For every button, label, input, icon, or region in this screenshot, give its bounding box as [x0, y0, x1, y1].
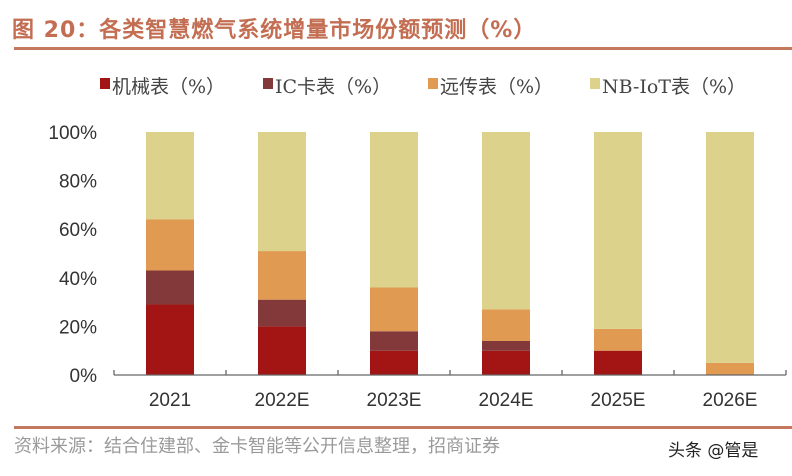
x-tick-label: 2024E: [479, 390, 534, 411]
bar-segment: [482, 132, 530, 310]
bar-segment: [706, 132, 754, 363]
bar-segment: [146, 219, 194, 271]
y-tick-label: 60%: [59, 220, 97, 241]
bar-segment: [482, 309, 530, 341]
bar-segment: [258, 326, 306, 375]
legend-swatch: [263, 78, 273, 89]
source-note: 资料来源：结合住建部、金卡智能等公开信息整理，招商证券: [14, 436, 500, 457]
bar-segment: [146, 132, 194, 220]
bar-segment: [594, 328, 642, 351]
legend-swatch: [590, 78, 600, 89]
bar-segment: [482, 340, 530, 351]
y-tick-label: 80%: [59, 172, 97, 193]
footer-rule: [14, 426, 792, 429]
x-tick-label: 2026E: [703, 390, 758, 411]
title-rule: [14, 47, 792, 50]
bar-segment: [370, 287, 418, 332]
legend-label: IC卡表（%）: [275, 76, 391, 98]
bar-segment: [258, 299, 306, 327]
watermark: 头条 @管是: [668, 441, 759, 461]
legend-swatch: [100, 78, 110, 89]
bar-segment: [370, 331, 418, 351]
bar-segment: [370, 132, 418, 288]
bar-segment: [594, 132, 642, 329]
x-tick-label: 2022E: [255, 390, 310, 411]
legend-label: NB-IoT表（%）: [602, 76, 746, 98]
bar-segment: [370, 350, 418, 375]
bar-segment: [146, 304, 194, 375]
y-tick-label: 40%: [59, 269, 97, 290]
bar-segment: [258, 251, 306, 300]
legend-label: 机械表（%）: [112, 76, 225, 98]
legend-label: 远传表（%）: [440, 76, 553, 98]
legend-swatch: [428, 78, 438, 89]
x-tick-label: 2025E: [591, 390, 646, 411]
y-tick-label: 0%: [70, 366, 98, 387]
bar-segment: [482, 350, 530, 375]
y-tick-label: 100%: [48, 123, 97, 144]
bar-segment: [594, 350, 642, 375]
x-tick-label: 2021: [149, 390, 191, 411]
bar-segment: [146, 270, 194, 305]
y-tick-label: 20%: [59, 317, 97, 338]
figure-title: 图 20：各类智慧燃气系统增量市场份额预测（%）: [12, 18, 537, 43]
bar-segment: [706, 362, 754, 375]
x-tick-label: 2023E: [367, 390, 422, 411]
bar-segment: [258, 132, 306, 252]
